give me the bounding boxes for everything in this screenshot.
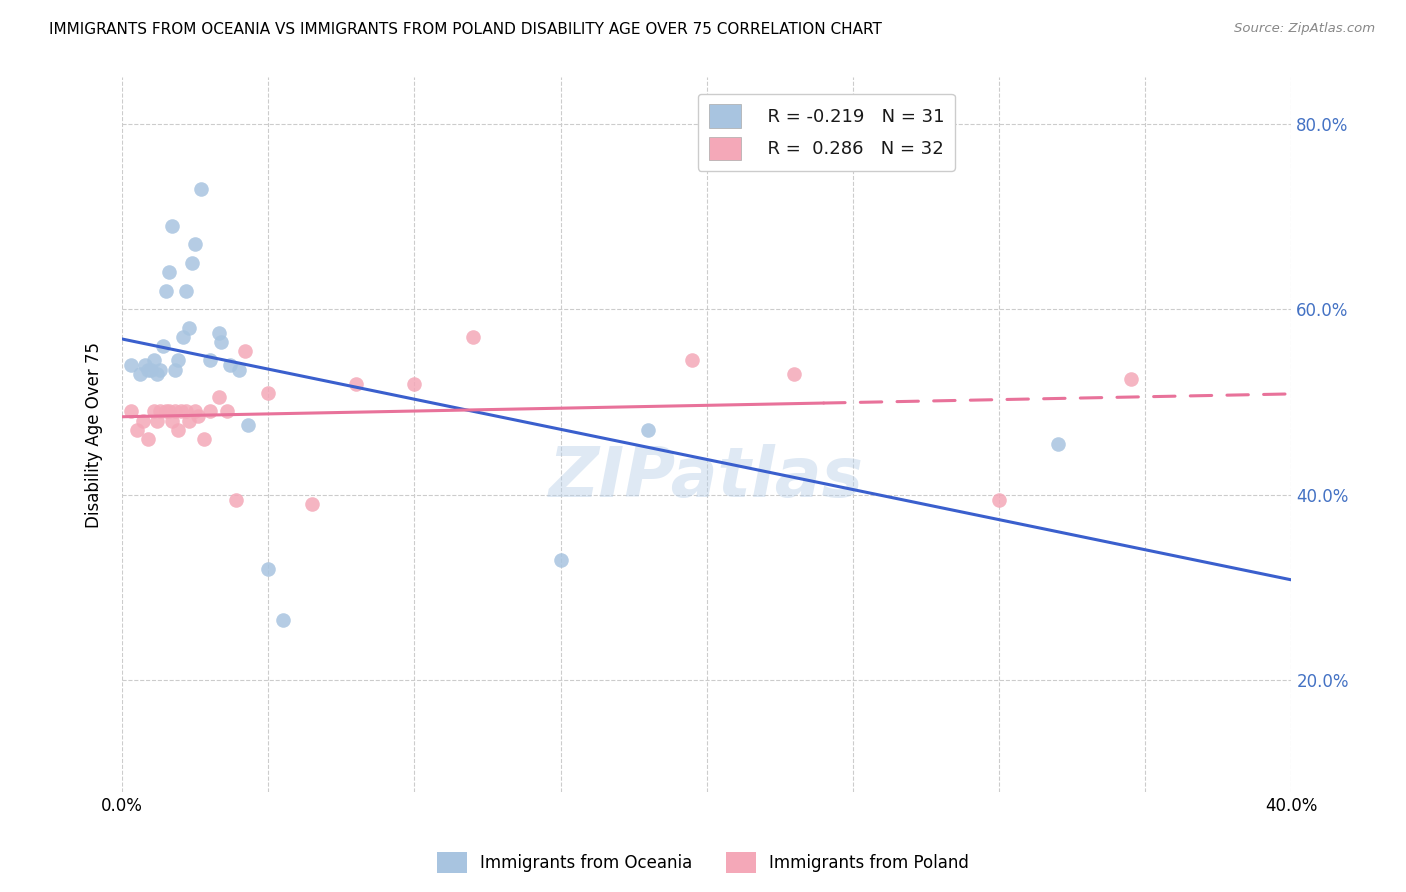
Point (184, 404, 207, 418)
Point (198, 404, 221, 418)
Point (155, 284, 177, 298)
Legend:   R = -0.219   N = 31,   R =  0.286   N = 32: R = -0.219 N = 31, R = 0.286 N = 32 (697, 94, 955, 170)
Point (169, 404, 191, 418)
Point (155, 404, 177, 418)
Point (179, 321, 201, 335)
Y-axis label: Disability Age Over 75: Disability Age Over 75 (86, 342, 103, 527)
Point (404, 376, 426, 391)
Point (128, 368, 150, 382)
Text: IMMIGRANTS FROM OCEANIA VS IMMIGRANTS FROM POLAND DISABILITY AGE OVER 75 CORRELA: IMMIGRANTS FROM OCEANIA VS IMMIGRANTS FR… (49, 22, 882, 37)
Point (181, 256, 204, 270)
Point (138, 432, 160, 446)
Point (138, 362, 160, 376)
Point (198, 353, 221, 368)
Point (176, 284, 198, 298)
Text: Source: ZipAtlas.com: Source: ZipAtlas.com (1234, 22, 1375, 36)
Point (166, 353, 188, 368)
Point (207, 326, 229, 340)
Point (217, 404, 239, 418)
Point (146, 414, 169, 428)
Point (187, 409, 209, 423)
Point (176, 404, 198, 418)
Legend: Immigrants from Oceania, Immigrants from Poland: Immigrants from Oceania, Immigrants from… (430, 846, 976, 880)
Point (228, 362, 250, 376)
Point (157, 265, 180, 279)
Point (157, 404, 180, 418)
Point (172, 330, 194, 344)
Point (143, 353, 166, 368)
Point (233, 344, 256, 359)
Point (160, 219, 183, 233)
Point (783, 368, 806, 382)
Point (257, 385, 280, 400)
Point (125, 423, 148, 437)
Point (141, 362, 163, 376)
Point (166, 423, 188, 437)
Point (193, 432, 215, 446)
Point (120, 404, 142, 418)
Point (163, 404, 186, 418)
Point (637, 423, 659, 437)
Point (461, 330, 484, 344)
Point (134, 358, 156, 372)
Point (184, 237, 207, 252)
Point (160, 414, 183, 428)
Point (146, 368, 169, 382)
Point (257, 562, 280, 576)
Text: ZIPatlas: ZIPatlas (550, 444, 865, 511)
Point (179, 414, 201, 428)
Point (190, 182, 212, 196)
Point (131, 414, 153, 428)
Point (301, 497, 323, 511)
Point (149, 404, 172, 418)
Point (207, 391, 229, 405)
Point (271, 613, 294, 627)
Point (120, 358, 142, 372)
Point (149, 362, 172, 376)
Point (988, 492, 1011, 507)
Point (143, 404, 166, 418)
Point (344, 376, 367, 391)
Point (163, 362, 186, 376)
Point (236, 418, 259, 433)
Point (211, 334, 233, 349)
Point (1046, 437, 1069, 451)
Point (1119, 372, 1142, 386)
Point (550, 553, 572, 567)
Point (681, 353, 703, 368)
Point (152, 339, 174, 353)
Point (225, 492, 247, 507)
Point (219, 358, 242, 372)
